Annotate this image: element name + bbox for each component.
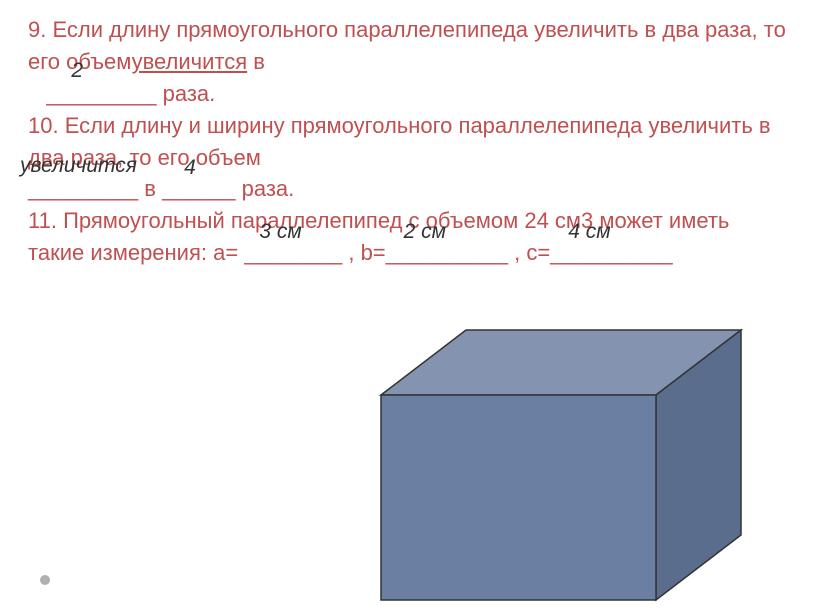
problem-10-part3: раза. bbox=[242, 176, 295, 201]
problem-10-blank1: _________увеличится bbox=[28, 173, 138, 205]
slide-bullet-icon bbox=[40, 575, 50, 585]
problem-9: 9. Если длину прямоугольного параллелепи… bbox=[28, 14, 788, 110]
problem-9-number: 9. bbox=[28, 17, 46, 42]
problem-9-answer1: увеличится bbox=[132, 49, 248, 74]
problem-9-part3: раза. bbox=[163, 81, 216, 106]
problem-10-part1: Если длину и ширину прямоугольного парал… bbox=[28, 113, 771, 170]
problem-11-blank3: __________4 см bbox=[550, 237, 672, 269]
problem-9-part2: в bbox=[253, 49, 265, 74]
problem-11-blank2: __________2 см bbox=[386, 237, 508, 269]
problem-11-answer2: 2 см bbox=[404, 217, 446, 247]
problem-11: 11. Прямоугольный параллелепипед с объем… bbox=[28, 205, 788, 269]
slide-content: 9. Если длину прямоугольного параллелепи… bbox=[0, 0, 816, 283]
cube-face-front bbox=[381, 395, 656, 600]
problem-11-number: 11. bbox=[28, 208, 57, 233]
problem-11-part3: , c= bbox=[514, 240, 550, 265]
problem-10-answer2: 4 bbox=[184, 153, 196, 183]
problem-10: 10. Если длину и ширину прямоугольного п… bbox=[28, 110, 788, 206]
problem-11-blank1: ________3 см bbox=[244, 237, 342, 269]
problem-9-blank1: _________2 bbox=[46, 78, 156, 110]
problem-9-answer2: 2 bbox=[71, 56, 83, 86]
cube-diagram bbox=[371, 310, 751, 615]
problem-10-answer1: увеличится bbox=[20, 151, 137, 181]
problem-11-answer3: 4 см bbox=[568, 217, 610, 247]
problem-11-answer1: 3 см bbox=[259, 217, 301, 247]
cube-svg bbox=[371, 310, 751, 610]
problem-11-part2: , b= bbox=[348, 240, 385, 265]
problem-10-blank2: ______4 bbox=[162, 173, 235, 205]
problem-10-number: 10. bbox=[28, 113, 59, 138]
problem-10-part2: в bbox=[144, 176, 156, 201]
